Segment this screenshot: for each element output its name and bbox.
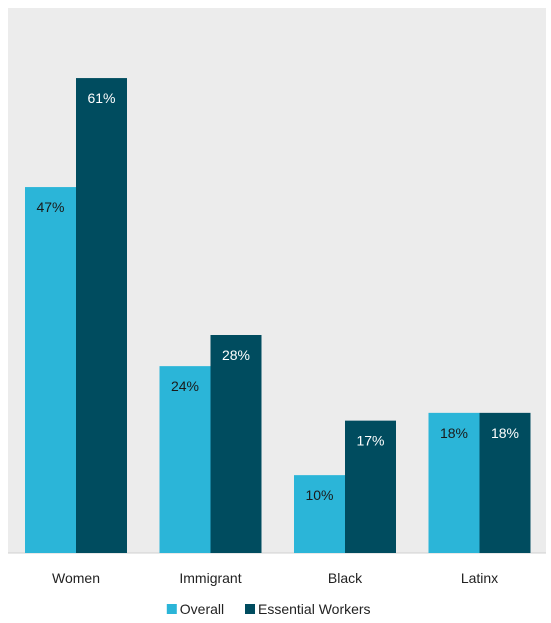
bar-labels-group: 47% 61% 24% 28% 10% 17% 18% 18%	[36, 90, 519, 503]
bar-latinx-essential-workers	[479, 412, 531, 553]
data-label-black-overall: 10%	[305, 487, 333, 503]
data-label-immigrant-essential-workers: 28%	[222, 347, 250, 363]
bar-black-overall	[294, 475, 345, 553]
data-label-black-essential-workers: 17%	[356, 433, 384, 449]
data-label-women-essential-workers: 61%	[87, 90, 115, 106]
category-label-black: Black	[328, 570, 363, 586]
bars-group	[25, 78, 531, 554]
category-label-immigrant: Immigrant	[179, 570, 241, 586]
legend-label-overall: Overall	[180, 601, 224, 617]
legend-swatch-overall	[166, 604, 177, 614]
data-label-latinx-overall: 18%	[440, 425, 468, 441]
data-label-women-overall: 47%	[36, 199, 64, 215]
bar-immigrant-overall	[159, 366, 211, 553]
category-label-women: Women	[52, 570, 100, 586]
data-label-immigrant-overall: 24%	[171, 378, 199, 394]
bar-women-overall	[25, 187, 76, 554]
category-label-latinx: Latinx	[461, 570, 498, 586]
legend: Overall Essential Workers	[166, 601, 371, 617]
data-label-latinx-essential-workers: 18%	[491, 425, 519, 441]
bar-latinx-overall	[428, 412, 480, 553]
bar-black-essential-workers	[345, 420, 396, 553]
bar-women-essential-workers	[76, 78, 127, 554]
legend-swatch-essential-workers	[245, 604, 255, 614]
legend-label-essential-workers: Essential Workers	[258, 601, 371, 617]
bar-immigrant-essential-workers	[210, 335, 262, 553]
category-labels-group: Women Immigrant Black Latinx	[52, 570, 498, 586]
